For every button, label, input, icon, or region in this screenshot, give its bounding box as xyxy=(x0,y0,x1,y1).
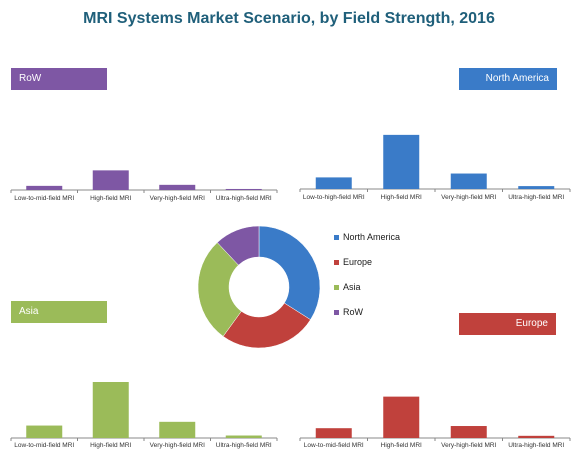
bar-north-america-0 xyxy=(315,177,352,189)
label-europe: Europe xyxy=(459,313,556,335)
tick-label-europe-3: Ultra-high-field MRI xyxy=(508,442,564,449)
legend-swatch-europe xyxy=(334,260,339,266)
tick-label-row-1: High-field MRI xyxy=(90,195,131,202)
bar-asia-2 xyxy=(159,421,196,438)
legend-label-europe: Europe xyxy=(343,257,373,267)
bar-asia-3 xyxy=(225,435,262,438)
bar-north-america-1 xyxy=(383,134,420,189)
tick-label-europe-2: Very-high-field MRI xyxy=(441,442,496,449)
donut-slice-europe xyxy=(222,302,311,349)
tick-label-asia-2: Very-high-field MRI xyxy=(150,442,205,449)
tick-label-row-0: Low-to-mid-field MRI xyxy=(14,195,74,202)
donut-slice-north-america xyxy=(258,225,321,321)
legend-item-europe: Europe xyxy=(334,257,372,267)
legend-item-row: RoW xyxy=(334,307,363,317)
bar-row-2 xyxy=(159,184,196,190)
bar-north-america-3 xyxy=(518,186,555,189)
bar-row-1 xyxy=(92,170,129,190)
tick-label-europe-1: High-field MRI xyxy=(381,442,422,449)
bar-europe-1 xyxy=(383,396,420,438)
legend-swatch-asia xyxy=(334,285,339,291)
bar-row-3 xyxy=(225,188,262,190)
bar-asia-0 xyxy=(26,425,63,438)
legend-label-asia: Asia xyxy=(343,282,361,292)
tick-label-asia-3: Ultra-high-field MRI xyxy=(216,442,272,449)
tick-label-north-america-0: Low-to-high-field MRI xyxy=(303,194,365,201)
tick-label-north-america-3: Ultra-high-field MRI xyxy=(508,194,564,201)
chart-title: MRI Systems Market Scenario, by Field St… xyxy=(83,10,495,27)
label-row: RoW xyxy=(11,68,107,90)
legend-item-asia: Asia xyxy=(334,282,361,292)
tick-label-europe-0: Low-to-mid-field MRI xyxy=(304,442,364,449)
donut-slice-asia xyxy=(197,242,242,337)
tick-label-row-3: Ultra-high-field MRI xyxy=(216,195,272,202)
label-asia: Asia xyxy=(11,301,107,323)
label-north-america: North America xyxy=(459,68,557,90)
legend-label-north-america: North America xyxy=(343,232,401,242)
bar-asia-1 xyxy=(92,382,129,438)
legend-swatch-north-america xyxy=(334,235,339,241)
legend-label-row: RoW xyxy=(343,307,363,317)
tick-label-north-america-2: Very-high-field MRI xyxy=(441,194,496,201)
bar-europe-3 xyxy=(518,435,555,438)
legend-swatch-row xyxy=(334,310,339,316)
bar-europe-0 xyxy=(315,428,352,438)
tick-label-asia-1: High-field MRI xyxy=(90,442,131,449)
tick-label-north-america-1: High-field MRI xyxy=(381,194,422,201)
donut-slice-row xyxy=(216,225,260,266)
bar-north-america-2 xyxy=(450,173,487,189)
bar-row-0 xyxy=(26,185,63,190)
legend-item-north-america: North America xyxy=(334,232,400,242)
tick-label-row-2: Very-high-field MRI xyxy=(150,195,205,202)
tick-label-asia-0: Low-to-mid-field MRI xyxy=(14,442,74,449)
bar-europe-2 xyxy=(450,426,487,438)
